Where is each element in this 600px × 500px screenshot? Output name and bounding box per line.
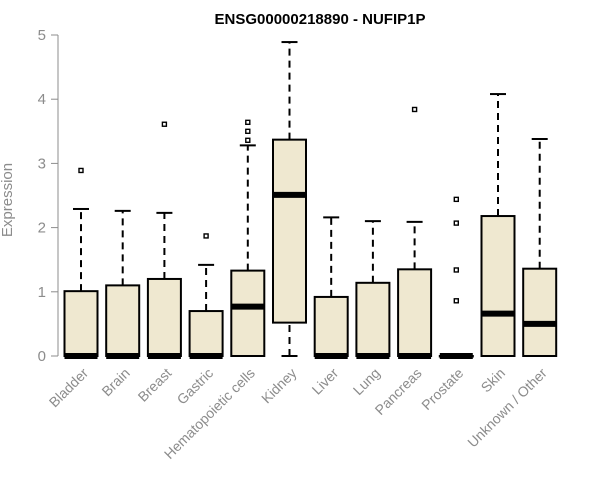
box-5: [272, 41, 307, 357]
y-tick-label-2: 2: [38, 220, 46, 237]
box-11: [522, 138, 558, 357]
box-body-11: [522, 267, 558, 357]
box-body-7: [355, 281, 391, 358]
box-6: [313, 216, 349, 359]
box-body-0: [63, 290, 99, 357]
boxes-group: [63, 41, 558, 359]
outlier-2-0: [161, 121, 168, 127]
box-body-1: [105, 284, 141, 358]
outlier-9-3: [453, 196, 459, 203]
box-0: [63, 167, 99, 359]
box-4: [230, 119, 266, 358]
x-tick-label-2: Breast: [135, 365, 175, 405]
x-tick-label-10: Skin: [478, 365, 509, 396]
outlier-9-2: [453, 220, 459, 226]
box-8: [397, 106, 433, 359]
box-body-2: [146, 277, 182, 357]
y-tick-label-0: 0: [38, 348, 46, 365]
box-9: [438, 196, 474, 359]
y-axis-label: Expression: [0, 163, 16, 237]
x-tick-label-5: Kidney: [258, 365, 300, 407]
outlier-9-1: [453, 267, 459, 273]
x-tick-label-1: Brain: [98, 365, 132, 399]
outlier-4-2: [245, 119, 251, 126]
box-body-5: [272, 138, 307, 324]
box-3: [188, 233, 224, 359]
box-body-6: [313, 295, 349, 358]
outlier-4-0: [245, 137, 251, 143]
y-tick-label-3: 3: [38, 155, 46, 172]
box-body-4: [230, 269, 266, 358]
y-tick-label-5: 5: [38, 27, 46, 44]
outlier-4-1: [245, 128, 251, 135]
box-10: [480, 93, 516, 357]
y-tick-label-4: 4: [38, 91, 46, 108]
x-tick-label-6: Liver: [309, 365, 342, 398]
x-tick-label-0: Bladder: [46, 365, 92, 411]
outlier-8-0: [411, 106, 418, 113]
box-body-8: [397, 268, 433, 357]
outlier-9-0: [453, 298, 459, 304]
y-tick-label-1: 1: [38, 284, 46, 301]
box-7: [355, 220, 391, 359]
box-1: [105, 209, 141, 359]
x-tick-label-11: Unknown / Other: [464, 365, 550, 451]
outlier-0-0: [78, 167, 84, 174]
x-tick-label-7: Lung: [350, 365, 383, 398]
y-axis: 0 1 2 3 4 5: [38, 27, 59, 365]
box-2: [146, 121, 182, 359]
box-body-3: [188, 310, 224, 357]
x-tick-label-9: Prostate: [418, 365, 466, 413]
outlier-3-0: [203, 233, 209, 239]
chart-title: ENSG00000218890 - NUFIP1P: [215, 11, 426, 28]
box-body-10: [480, 215, 516, 357]
